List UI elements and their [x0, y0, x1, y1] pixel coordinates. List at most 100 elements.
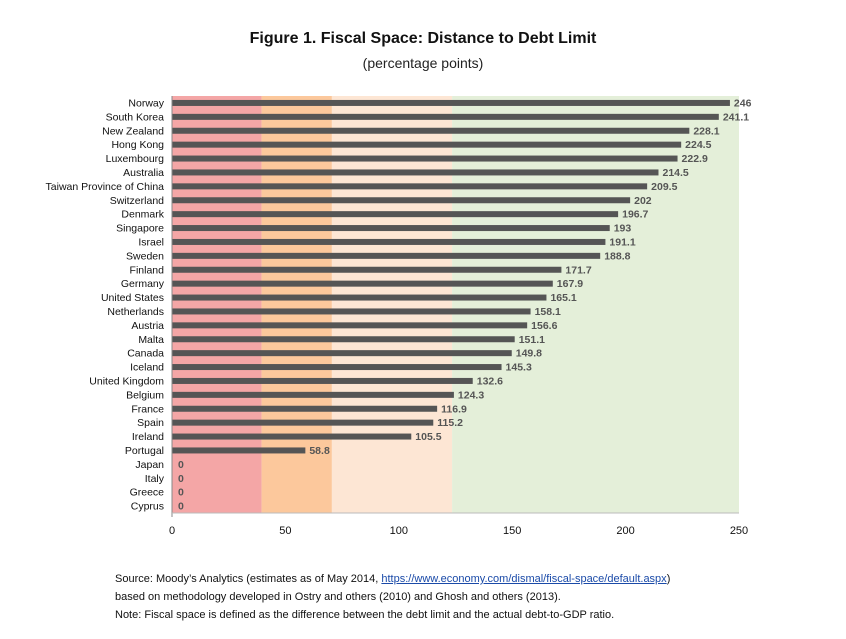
data-label: 116.9: [441, 403, 467, 415]
data-label: 202: [634, 195, 652, 207]
note-line: Note: Fiscal space is defined as the dif…: [115, 609, 615, 621]
data-label: 158.1: [535, 306, 561, 318]
data-label: 209.5: [651, 181, 677, 193]
x-tick-label: 250: [730, 525, 748, 537]
category-label: France: [131, 403, 164, 415]
zone-band-2: [331, 96, 453, 513]
bar: [172, 99, 730, 106]
x-tick-label: 200: [616, 525, 634, 537]
category-label: Luxembourg: [106, 153, 165, 165]
category-label: Finland: [130, 264, 165, 276]
category-label: South Korea: [106, 111, 165, 123]
category-label: Ireland: [132, 431, 164, 443]
bar: [172, 419, 434, 426]
data-label: 171.7: [565, 264, 591, 276]
bar: [172, 252, 601, 259]
category-label: Canada: [127, 348, 164, 360]
data-label: 224.5: [685, 139, 711, 151]
category-label: Cyprus: [131, 501, 164, 513]
bar: [172, 364, 502, 371]
bar: [172, 322, 528, 329]
category-label: Singapore: [116, 223, 164, 235]
data-label: 222.9: [682, 153, 708, 165]
data-label: 132.6: [477, 375, 503, 387]
x-tick-label: 100: [390, 525, 408, 537]
bar: [172, 391, 454, 398]
bar: [172, 280, 553, 287]
bar: [172, 308, 531, 315]
bar: [172, 155, 678, 162]
data-label: 0: [178, 487, 184, 499]
category-label: United Kingdom: [89, 375, 164, 387]
category-label: Hong Kong: [111, 139, 164, 151]
category-label: Malta: [138, 334, 164, 346]
category-label: New Zealand: [102, 125, 164, 137]
data-label: 228.1: [693, 125, 719, 137]
data-label: 191.1: [609, 236, 635, 248]
category-label: Belgium: [126, 389, 164, 401]
category-label: Germany: [121, 278, 165, 290]
category-label: Italy: [145, 473, 165, 485]
data-label: 156.6: [531, 320, 557, 332]
bar: [172, 266, 562, 273]
data-label: 151.1: [519, 334, 545, 346]
category-label: Iceland: [130, 362, 164, 374]
bar: [172, 447, 306, 454]
category-label: Taiwan Province of China: [46, 181, 165, 193]
category-label: Israel: [138, 236, 164, 248]
data-label: 115.2: [437, 417, 463, 429]
data-label: 165.1: [550, 292, 576, 304]
data-label: 149.8: [516, 348, 542, 360]
data-label: 196.7: [622, 209, 648, 221]
bar: [172, 405, 438, 412]
x-tick-label: 0: [169, 525, 175, 537]
zone-band-0: [172, 96, 262, 513]
data-label: 241.1: [723, 111, 749, 123]
bar: [172, 141, 682, 148]
category-label: Greece: [130, 487, 165, 499]
bar: [172, 336, 515, 343]
chart-subtitle: (percentage points): [362, 55, 484, 71]
data-label: 214.5: [662, 167, 688, 179]
source-suffix: ): [666, 573, 671, 585]
bar-chart: Norway 246 South Korea 241.1 New Zealand 228.…: [46, 96, 752, 537]
data-label: 188.8: [604, 250, 630, 262]
data-label: 58.8: [309, 445, 330, 457]
data-label: 0: [178, 501, 184, 513]
bar: [172, 225, 610, 232]
category-label: Portugal: [125, 445, 164, 457]
bar: [172, 377, 473, 384]
category-label: Netherlands: [107, 306, 164, 318]
bar: [172, 183, 648, 190]
footnotes: Source: Moody’s Analytics (estimates as …: [115, 570, 670, 624]
bar: [172, 350, 512, 357]
bar: [172, 197, 631, 204]
data-label: 167.9: [557, 278, 583, 290]
data-label: 193: [614, 223, 632, 235]
zone-band-3: [452, 96, 739, 513]
methodology-line: based on methodology developed in Ostry …: [115, 591, 561, 603]
category-label: Switzerland: [110, 195, 164, 207]
x-tick-label: 50: [279, 525, 291, 537]
data-label: 0: [178, 473, 184, 485]
bar: [172, 127, 690, 134]
category-label: United States: [101, 292, 164, 304]
category-label: Japan: [135, 459, 164, 471]
category-label: Spain: [137, 417, 164, 429]
bar: [172, 211, 619, 218]
source-link[interactable]: https://www.economy.com/dismal/fiscal-sp…: [381, 573, 667, 585]
category-label: Sweden: [126, 250, 164, 262]
source-line: Source: Moody’s Analytics (estimates as …: [115, 570, 670, 588]
source-prefix: Source: Moody’s Analytics (estimates as …: [115, 573, 382, 585]
category-label: Denmark: [121, 209, 164, 221]
x-tick-label: 150: [503, 525, 521, 537]
data-label: 246: [734, 97, 752, 109]
category-label: Austria: [131, 320, 164, 332]
data-label: 0: [178, 459, 184, 471]
category-label: Australia: [123, 167, 164, 179]
category-label: Norway: [128, 97, 164, 109]
chart-title: Figure 1. Fiscal Space: Distance to Debt…: [249, 30, 597, 47]
data-label: 124.3: [458, 389, 484, 401]
data-label: 145.3: [506, 362, 532, 374]
bar: [172, 113, 719, 120]
